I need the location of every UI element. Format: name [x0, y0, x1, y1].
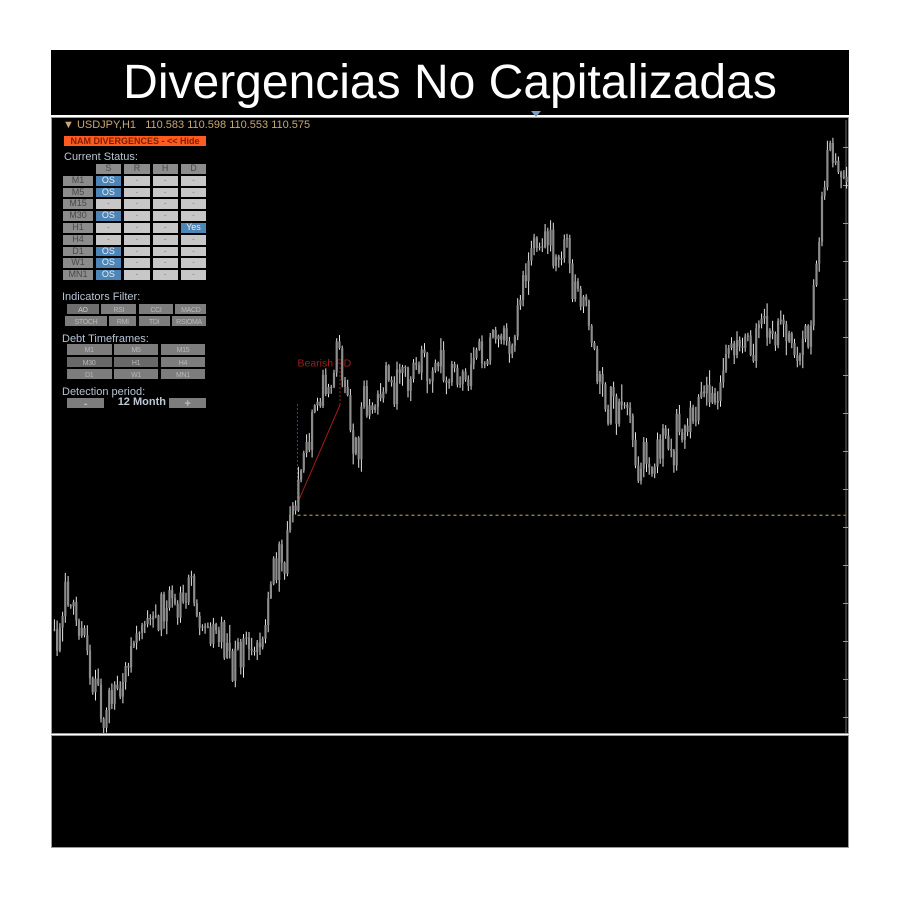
svg-text:Bearish RD: Bearish RD — [298, 358, 352, 370]
